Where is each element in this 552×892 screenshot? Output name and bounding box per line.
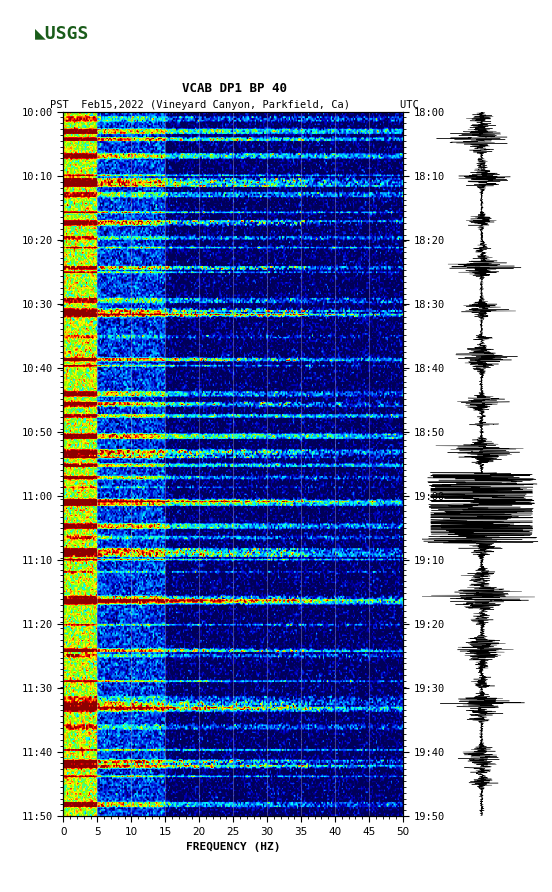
Text: ◣USGS: ◣USGS — [34, 24, 89, 43]
Text: PST  Feb15,2022 (Vineyard Canyon, Parkfield, Ca)        UTC: PST Feb15,2022 (Vineyard Canyon, Parkfie… — [50, 100, 419, 110]
Text: VCAB DP1 BP 40: VCAB DP1 BP 40 — [182, 82, 287, 95]
X-axis label: FREQUENCY (HZ): FREQUENCY (HZ) — [186, 842, 280, 852]
